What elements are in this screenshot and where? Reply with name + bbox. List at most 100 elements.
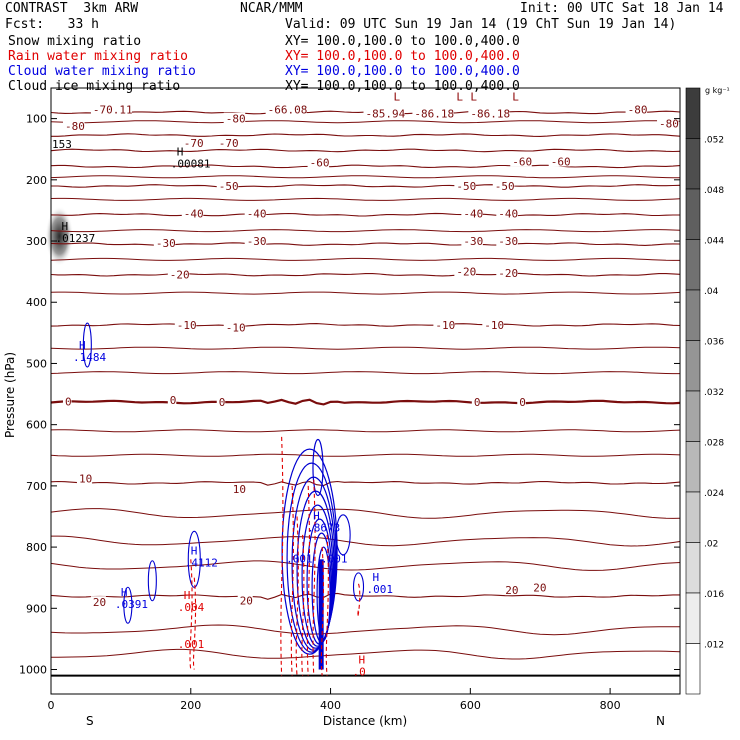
cloud-water-contour (335, 514, 351, 556)
isotherm-label-bg (153, 236, 176, 248)
isotherm-line (50, 648, 681, 660)
isotherm-label: 20 (93, 596, 106, 609)
rain-water-contour (306, 485, 311, 676)
cloud-water-contour (286, 462, 337, 653)
rain-water-contour (290, 485, 294, 676)
isotherm-label-bg (531, 581, 547, 593)
isotherm-line (50, 371, 680, 375)
isotherm-label: -66.08 (268, 103, 308, 116)
x-tick-label: 0 (48, 699, 55, 712)
extremum-value: 153 (52, 138, 72, 151)
extremum-mark: L (470, 90, 477, 103)
isotherm-line (50, 323, 681, 327)
colorbar-swatch (685, 643, 701, 695)
colorbar-tick-label: .052 (704, 136, 724, 146)
colorbar-swatch (685, 542, 701, 594)
extremum-mark: H (61, 220, 68, 233)
cloud-water-core (318, 559, 324, 670)
y-tick-label: 400 (26, 296, 47, 309)
isotherm-line (50, 346, 681, 350)
isotherm-label: -40 (247, 207, 267, 220)
colorbar-unit: g kg⁻¹ (705, 86, 730, 95)
isotherm-label: 0 (65, 395, 72, 408)
isotherm-label-bg (216, 179, 239, 191)
isotherm-label-bg (412, 107, 454, 119)
extremum-mark: L (393, 90, 400, 103)
extremum-mark: H (79, 339, 86, 352)
isotherm-label: -10 (177, 319, 197, 332)
cloud-water-contour (82, 322, 92, 368)
plot-frame (50, 87, 681, 695)
isotherm-label: 20 (505, 584, 518, 597)
colorbar-tick-label: .02 (704, 540, 718, 550)
header-valid: Valid: 09 UTC Sun 19 Jan 14 (19 ChT Sun … (285, 17, 677, 32)
isotherm-line (50, 257, 680, 261)
x-end-left: S (86, 714, 94, 728)
isotherm-label-bg (62, 395, 72, 407)
rain-water-contour (325, 534, 329, 676)
isotherm-label: -60 (551, 155, 571, 168)
isotherm-line (50, 453, 681, 457)
isotherm-label-bg (167, 268, 190, 280)
isotherm-label-bg (625, 103, 648, 115)
isotherm-label-bg (244, 235, 267, 247)
cloud-water-contour (123, 586, 133, 624)
isotherm-label: -40 (498, 207, 518, 220)
isotherm-line (50, 398, 681, 406)
rain-water-contour (189, 559, 193, 670)
extremum-mark: L (456, 90, 463, 103)
isotherm-label-bg (181, 207, 204, 219)
isotherm-label-bg (90, 596, 106, 608)
isotherm-label-bg (517, 396, 526, 408)
y-tick-label: 500 (26, 357, 47, 370)
isotherm-label: -80 (226, 113, 246, 126)
isotherm-label: -30 (247, 235, 267, 248)
isotherm-label: -30 (463, 235, 483, 248)
isotherm-line (50, 508, 681, 519)
isotherm-label-bg (492, 179, 515, 191)
field-xy-snow: XY= 100.0,100.0 to 100.0,400.0 (285, 34, 520, 49)
x-tick-label: 200 (180, 699, 201, 712)
field-label-cloudice: Cloud ice mixing ratio (8, 79, 181, 94)
isotherm-label-bg (216, 137, 239, 149)
extremum-mark: H (121, 586, 128, 599)
x-end-right: N (656, 714, 665, 728)
isotherm-line (50, 272, 681, 277)
rain-water-contour (357, 583, 361, 618)
colorbar-tick-label: .044 (704, 237, 724, 247)
isotherm-line (50, 229, 681, 233)
cloud-ice-shading (45, 206, 74, 267)
extremum-value: .4112 (185, 557, 218, 570)
isotherm-label: 0 (219, 396, 226, 409)
isotherm-label: -80 (65, 120, 85, 133)
cloud-water-contour (147, 560, 157, 602)
extremum-mark: H (191, 545, 198, 558)
field-xy-cloudwater: XY= 100.0,100.0 to 100.0,400.0 (285, 64, 520, 79)
cloud-water-contour (312, 438, 324, 497)
extremum-mark: H (372, 571, 379, 584)
isotherm-label-bg (468, 107, 510, 119)
isotherm-label: -50 (219, 180, 239, 193)
extremum-mark: L (512, 90, 519, 103)
y-tick-label: 1000 (19, 664, 47, 677)
isotherm-label-bg (496, 235, 518, 247)
colorbar-swatch (685, 491, 701, 543)
extremum-value: .00081 (171, 157, 211, 170)
colorbar-tick-label: .024 (704, 489, 724, 499)
isotherm-label: 0 (474, 396, 481, 409)
colorbar-swatch (685, 340, 701, 392)
isotherm-label-bg (510, 155, 532, 167)
x-tick-label: 800 (600, 699, 621, 712)
extremum-mark: H (177, 145, 184, 158)
isotherm-label: -30 (156, 237, 176, 250)
y-tick-label: 100 (26, 113, 47, 126)
isotherm-label: -80 (628, 103, 648, 116)
extremum-mark: H (313, 510, 320, 523)
isotherm-line (50, 120, 681, 124)
isotherm-label: -70 (219, 137, 239, 150)
colorbar-tick-label: .028 (704, 439, 724, 449)
isotherm-label-bg (363, 107, 405, 119)
isotherm-label: -86.18 (470, 108, 510, 121)
isotherm-line (51, 133, 681, 137)
isotherm-label: 0 (170, 394, 177, 407)
